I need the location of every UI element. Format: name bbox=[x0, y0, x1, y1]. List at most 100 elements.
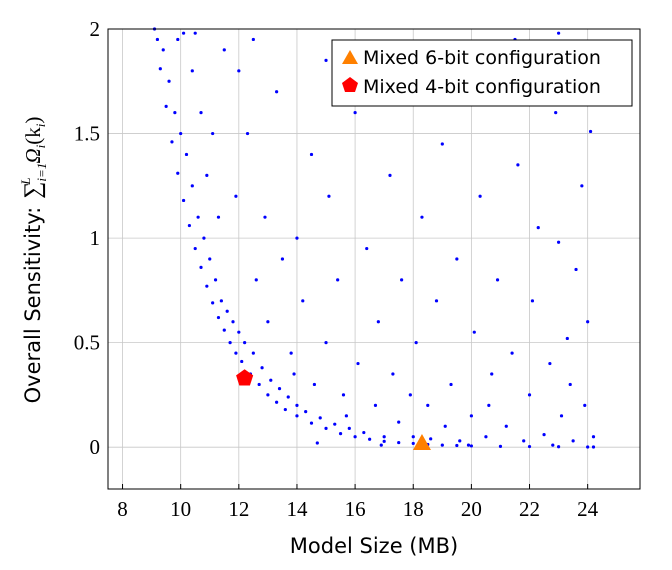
data-point bbox=[397, 440, 401, 445]
data-point bbox=[211, 301, 215, 305]
data-point bbox=[557, 445, 561, 449]
x-tick-labels: 8 10 12 14 16 18 20 22 24 bbox=[117, 497, 598, 521]
data-point bbox=[283, 407, 287, 412]
data-point bbox=[591, 445, 596, 449]
plot-frame bbox=[107, 28, 641, 490]
data-point bbox=[295, 414, 299, 418]
data-point bbox=[522, 439, 526, 443]
data-point bbox=[388, 173, 392, 177]
data-point bbox=[449, 382, 453, 387]
data-point bbox=[495, 278, 500, 282]
data-point bbox=[466, 443, 471, 447]
data-point bbox=[205, 173, 209, 177]
data-point bbox=[315, 441, 319, 445]
data-point bbox=[376, 320, 380, 324]
data-point bbox=[211, 131, 215, 136]
legend: Mixed 6-bit configuration Mixed 4-bit co… bbox=[331, 39, 633, 107]
x-axis-label: Model Size (MB) bbox=[290, 534, 458, 558]
data-point bbox=[443, 424, 447, 428]
x-tick-label: 14 bbox=[286, 497, 308, 521]
x-tick-label: 16 bbox=[345, 497, 366, 521]
y-tick-label: 1.5 bbox=[74, 122, 100, 146]
data-point bbox=[429, 437, 433, 441]
highlight-markers bbox=[236, 369, 431, 450]
data-point bbox=[222, 48, 226, 52]
data-point bbox=[411, 441, 415, 446]
data-point bbox=[440, 142, 444, 146]
data-point bbox=[591, 435, 596, 439]
data-point bbox=[184, 152, 189, 157]
y-tick-label: 0.5 bbox=[74, 331, 100, 355]
data-point bbox=[234, 351, 238, 355]
data-point bbox=[344, 414, 348, 418]
data-point bbox=[193, 246, 197, 251]
data-point bbox=[426, 403, 430, 407]
x-tick-label: 24 bbox=[577, 497, 599, 521]
data-point bbox=[571, 439, 575, 443]
x-tick-label: 20 bbox=[461, 497, 482, 521]
data-point bbox=[266, 320, 270, 324]
data-point bbox=[356, 361, 360, 366]
data-point bbox=[397, 420, 401, 424]
data-point bbox=[551, 443, 555, 447]
data-point bbox=[216, 215, 221, 219]
data-point bbox=[263, 215, 267, 219]
data-point bbox=[280, 257, 285, 261]
data-point bbox=[295, 236, 299, 240]
data-point bbox=[420, 215, 424, 219]
data-point bbox=[583, 403, 587, 407]
data-point bbox=[516, 163, 520, 167]
data-point bbox=[469, 414, 473, 418]
data-point bbox=[257, 382, 261, 387]
data-point bbox=[237, 69, 241, 73]
data-point bbox=[237, 330, 241, 334]
data-point bbox=[164, 104, 168, 108]
data-point bbox=[487, 403, 491, 407]
data-point bbox=[408, 393, 412, 397]
x-tick-label: 18 bbox=[403, 497, 424, 521]
x-tick-label: 8 bbox=[117, 497, 128, 521]
data-point bbox=[379, 443, 383, 447]
data-point bbox=[245, 131, 250, 136]
data-point bbox=[202, 236, 206, 240]
data-point bbox=[434, 299, 439, 303]
legend-triangle-icon bbox=[342, 50, 358, 64]
data-point bbox=[158, 67, 162, 71]
data-point bbox=[368, 437, 372, 441]
data-point bbox=[275, 400, 279, 404]
data-point bbox=[338, 431, 343, 436]
data-point bbox=[382, 439, 386, 443]
data-point bbox=[199, 265, 203, 269]
data-point bbox=[527, 393, 532, 397]
data-points bbox=[152, 27, 596, 449]
data-point bbox=[243, 341, 247, 345]
data-point bbox=[411, 435, 415, 439]
data-point bbox=[455, 443, 459, 448]
data-point bbox=[266, 393, 270, 397]
data-point bbox=[362, 430, 366, 435]
data-point bbox=[472, 330, 476, 334]
data-point bbox=[222, 328, 226, 332]
data-point bbox=[292, 372, 296, 376]
data-point bbox=[205, 284, 209, 288]
data-point bbox=[193, 31, 197, 35]
data-point bbox=[327, 194, 331, 198]
y-axis-label: Overall Sensitivity:∑i=1LΩi(ki) bbox=[18, 117, 49, 404]
x-tick-label: 12 bbox=[228, 497, 249, 521]
data-point bbox=[240, 359, 244, 364]
data-point bbox=[208, 257, 212, 261]
data-point bbox=[478, 194, 482, 198]
data-point bbox=[181, 31, 186, 35]
data-point bbox=[588, 129, 593, 134]
data-point bbox=[196, 215, 200, 219]
data-point bbox=[170, 140, 174, 144]
data-point bbox=[510, 351, 514, 355]
data-point bbox=[557, 31, 561, 35]
data-point bbox=[527, 444, 532, 449]
data-point bbox=[219, 299, 223, 303]
data-point bbox=[580, 184, 584, 188]
data-point bbox=[333, 422, 337, 426]
data-point bbox=[176, 37, 180, 42]
data-point bbox=[251, 37, 255, 42]
